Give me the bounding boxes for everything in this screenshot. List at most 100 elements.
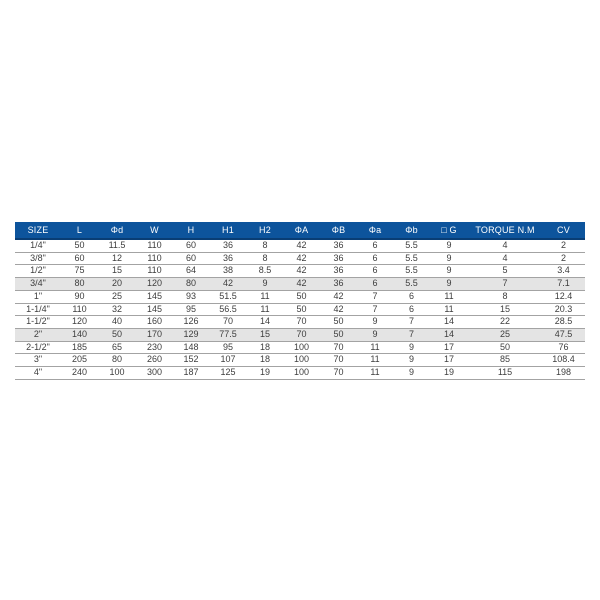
value-cell: 70 [320,341,357,355]
value-cell: 95 [209,341,247,355]
value-cell: 9 [430,252,468,266]
value-cell: 93 [173,290,209,304]
value-cell: 145 [136,303,173,317]
column-header: ΦB [320,222,357,240]
column-header: Φa [357,222,393,240]
table-row: 1/4" 50 11.5 110 60 36 8 42 36 6 5.5 9 4 2 [15,239,585,253]
column-header: H1 [209,222,247,240]
value-cell: 42 [209,277,247,291]
table-row: 4" 240 100 300 187 125 19 100 70 11 9 19 115 198 [15,366,585,380]
value-cell: 7.1 [542,277,585,291]
table-row: 1-1/4" 110 32 145 95 56.5 11 50 42 7 6 11 15 20.3 [15,303,585,317]
value-cell: 110 [136,264,173,279]
column-header: Φb [393,222,430,240]
value-cell: 6 [393,303,430,317]
value-cell: 108.4 [542,353,585,368]
value-cell: 107 [209,353,247,368]
value-cell: 9 [393,366,430,380]
value-cell: 3.4 [542,264,585,279]
value-cell: 60 [173,239,209,253]
value-cell: 42 [320,290,357,304]
value-cell: 4 [468,239,542,253]
value-cell: 148 [173,341,209,355]
value-cell: 42 [320,303,357,317]
value-cell: 4 [468,252,542,266]
value-cell: 50 [61,239,98,253]
value-cell: 11 [357,366,393,380]
value-cell: 100 [283,366,320,380]
value-cell: 125 [209,366,247,380]
value-cell: 65 [98,341,136,355]
value-cell: 260 [136,353,173,368]
value-cell: 70 [209,315,247,329]
value-cell: 50 [320,328,357,342]
dimension-spec-table: SIZE L Φd W H H1 H2 ΦA ΦB Φa Φb □ G TORQUE N.M CV 1/4… [15,222,585,380]
value-cell: 50 [320,315,357,329]
value-cell: 8.5 [247,264,283,279]
value-cell: 14 [430,328,468,342]
value-cell: 11 [357,353,393,368]
value-cell: 70 [320,366,357,380]
value-cell: 15 [468,303,542,317]
value-cell: 38 [209,264,247,279]
value-cell: 17 [430,341,468,355]
value-cell: 70 [283,315,320,329]
table-row: 2" 140 50 170 129 77.5 15 70 50 9 7 14 25 47.5 [15,328,585,342]
value-cell: 5.5 [393,252,430,266]
value-cell: 28.5 [542,315,585,329]
size-cell: 1/4" [15,239,61,253]
value-cell: 60 [61,252,98,266]
table-row: 3/8" 60 12 110 60 36 8 42 36 6 5.5 9 4 2 [15,252,585,266]
dimension-spec-table-container: SIZE L Φd W H H1 H2 ΦA ΦB Φa Φb □ G TORQUE N.M CV 1/4… [15,222,585,380]
value-cell: 12 [98,252,136,266]
value-cell: 15 [247,328,283,342]
value-cell: 5 [468,264,542,279]
value-cell: 6 [357,252,393,266]
column-header: H2 [247,222,283,240]
value-cell: 76 [542,341,585,355]
value-cell: 18 [247,353,283,368]
size-cell: 3" [15,353,61,368]
value-cell: 160 [136,315,173,329]
value-cell: 9 [430,239,468,253]
value-cell: 185 [61,341,98,355]
value-cell: 152 [173,353,209,368]
value-cell: 75 [61,264,98,279]
value-cell: 40 [98,315,136,329]
size-cell: 3/8" [15,252,61,266]
value-cell: 7 [357,303,393,317]
value-cell: 9 [357,328,393,342]
value-cell: 6 [357,277,393,291]
value-cell: 95 [173,303,209,317]
value-cell: 12.4 [542,290,585,304]
value-cell: 9 [247,277,283,291]
value-cell: 120 [61,315,98,329]
column-header: W [136,222,173,240]
value-cell: 80 [98,353,136,368]
value-cell: 170 [136,328,173,342]
table-body: 1/4" 50 11.5 110 60 36 8 42 36 6 5.5 9 4 2 3/8" 60 12 110… [15,239,585,380]
value-cell: 20 [98,277,136,291]
value-cell: 110 [136,239,173,253]
value-cell: 11 [357,341,393,355]
value-cell: 22 [468,315,542,329]
value-cell: 60 [173,252,209,266]
value-cell: 90 [61,290,98,304]
value-cell: 7 [393,328,430,342]
value-cell: 11.5 [98,239,136,253]
value-cell: 85 [468,353,542,368]
table-header-row: SIZE L Φd W H H1 H2 ΦA ΦB Φa Φb □ G TORQUE N.M CV [15,222,585,240]
column-header: Φd [98,222,136,240]
size-cell: 4" [15,366,61,380]
table-row: 2-1/2" 185 65 230 148 95 18 100 70 11 9 17 50 76 [15,341,585,355]
value-cell: 80 [61,277,98,291]
value-cell: 240 [61,366,98,380]
value-cell: 36 [320,277,357,291]
value-cell: 50 [98,328,136,342]
value-cell: 110 [61,303,98,317]
column-header: SIZE [15,222,61,240]
value-cell: 6 [357,264,393,279]
size-cell: 2-1/2" [15,341,61,355]
column-header: L [61,222,98,240]
value-cell: 47.5 [542,328,585,342]
